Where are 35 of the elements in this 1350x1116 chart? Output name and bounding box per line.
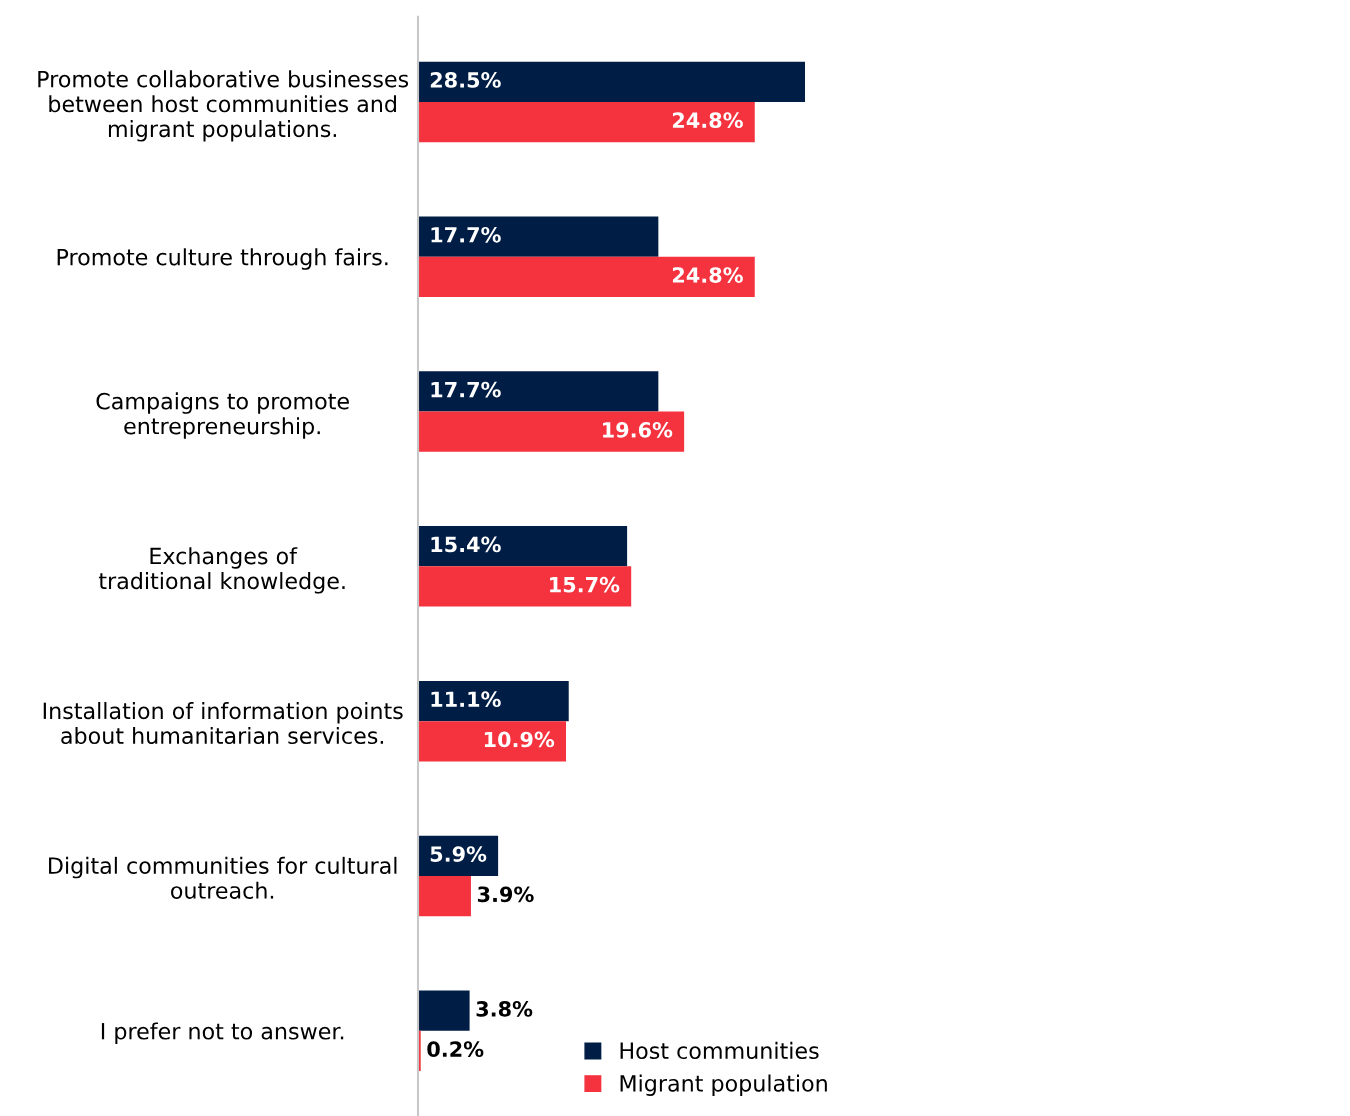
y-tick-label: I prefer not to answer. (101, 1022, 344, 1044)
data-label: 3.8% (476, 1001, 533, 1017)
y-tick-label: Promote collaborative businesses between host communities and migrant populations. (38, 70, 409, 142)
legend-label: Migrant population (620, 1074, 827, 1096)
y-tick-label: Installation of information points about humanitarian services. (43, 702, 403, 745)
y-tick-label: Campaigns to promote entrepreneurship. (96, 392, 349, 439)
data-label: 11.1% (431, 691, 501, 708)
legend-label: Host communities (620, 1041, 819, 1060)
bar (418, 680, 569, 722)
data-label: 15.4% (431, 536, 501, 553)
data-label: 3.9% (477, 886, 534, 903)
data-label: 24.8% (672, 112, 743, 129)
data-label: 24.8% (672, 267, 743, 283)
bar (418, 876, 471, 917)
bar (418, 101, 755, 143)
y-tick-label: Promote culture through fairs. (57, 248, 388, 270)
data-label: 17.7% (431, 226, 501, 243)
data-label: 0.2% (427, 1041, 484, 1058)
bar (418, 990, 470, 1031)
y-tick-label: Exchanges of traditional knowledge. (98, 547, 345, 594)
bar (418, 371, 659, 412)
data-label: 19.6% (603, 421, 673, 438)
y-tick-label: Digital communities for cultural outreach. (49, 856, 397, 899)
bar (418, 721, 567, 762)
bar (418, 526, 628, 567)
data-label: 28.5% (430, 72, 501, 88)
data-label: 17.7% (431, 381, 501, 398)
bar (418, 566, 632, 607)
bar (418, 61, 805, 102)
data-label: 5.9% (430, 846, 487, 862)
data-label: 10.9% (484, 731, 555, 748)
data-label: 15.7% (550, 576, 620, 593)
bar (418, 256, 755, 297)
bar (418, 216, 659, 257)
bar (418, 411, 685, 452)
